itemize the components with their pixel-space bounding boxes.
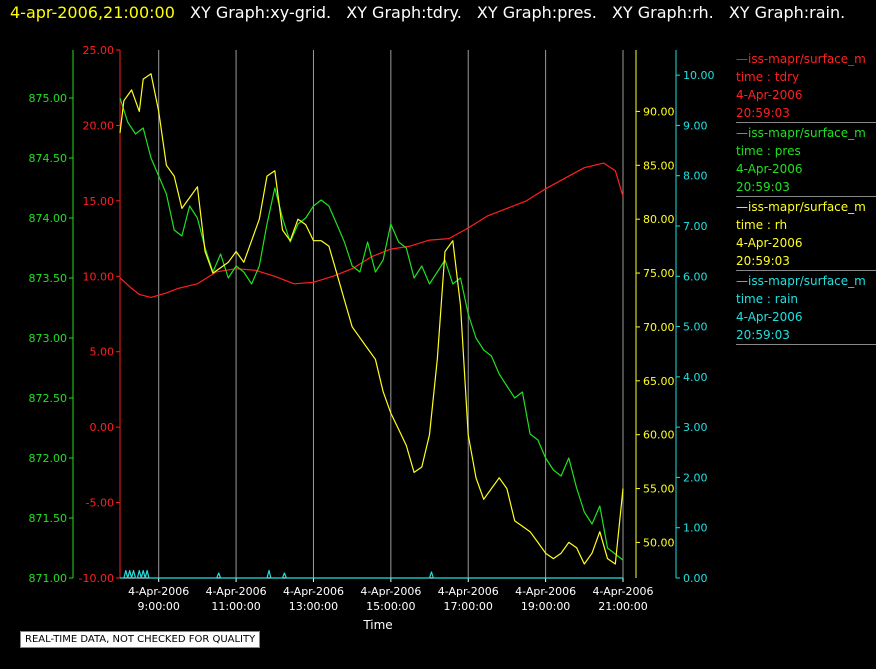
axis-tick-label-tdry: 0.00 [90, 421, 115, 434]
x-tick-label-time: 21:00:00 [598, 600, 647, 613]
x-tick-label-time: 19:00:00 [521, 600, 570, 613]
axis-tick-label-rh: 70.00 [643, 321, 675, 334]
legend-source: —iss-mapr/surface_m [736, 274, 866, 288]
x-tick-label-time: 11:00:00 [211, 600, 260, 613]
axis-tick-label-tdry: 20.00 [83, 119, 115, 132]
legend-time: 20:59:03 [736, 180, 790, 194]
legend-source: —iss-mapr/surface_m [736, 126, 866, 140]
axis-tick-label-pres: 872.50 [29, 392, 68, 405]
axis-tick-label-rh: 60.00 [643, 429, 675, 442]
x-tick-label-time: 9:00:00 [137, 600, 179, 613]
series-line-rain [120, 569, 623, 579]
x-tick-label-date: 4-Apr-2006 [438, 585, 499, 598]
legend-time: 20:59:03 [736, 106, 790, 120]
x-tick-label-date: 4-Apr-2006 [592, 585, 653, 598]
x-tick-label-date: 4-Apr-2006 [283, 585, 344, 598]
axis-tick-label-tdry: -10.00 [79, 572, 114, 585]
axis-tick-label-rain: 8.00 [683, 170, 708, 183]
axis-tick-label-rain: 3.00 [683, 421, 708, 434]
axis-tick-label-rain: 2.00 [683, 471, 708, 484]
legend-time: 20:59:03 [736, 254, 790, 268]
axis-tick-label-rain: 4.00 [683, 371, 708, 384]
header-title-pres: XY Graph:pres. [476, 3, 597, 22]
axis-tick-label-rain: 10.00 [683, 69, 715, 82]
axis-tick-label-pres: 873.00 [29, 332, 68, 345]
axis-tick-label-rh: 65.00 [643, 375, 675, 388]
axis-tick-label-rain: 9.00 [683, 119, 708, 132]
x-tick-label-date: 4-Apr-2006 [206, 585, 267, 598]
header-title-rain: XY Graph:rain. [728, 3, 846, 22]
series-line-pres [119, 97, 624, 561]
axis-tick-label-tdry: -5.00 [86, 497, 114, 510]
legend-entry-rh[interactable]: —iss-mapr/surface_m time : rh 4-Apr-2006… [736, 198, 876, 271]
legend-date: 4-Apr-2006 [736, 310, 803, 324]
x-tick-label-time: 15:00:00 [366, 600, 415, 613]
header-title-tdry: XY Graph:tdry. [346, 3, 462, 22]
x-tick-label-date: 4-Apr-2006 [515, 585, 576, 598]
axis-tick-label-tdry: 25.00 [83, 44, 115, 57]
legend: —iss-mapr/surface_m time : tdry 4-Apr-20… [736, 50, 876, 346]
axis-tick-label-rh: 85.00 [643, 159, 675, 172]
legend-var: time : rain [736, 292, 799, 306]
axis-tick-label-rain: 5.00 [683, 321, 708, 334]
axis-tick-label-pres: 871.00 [29, 572, 68, 585]
x-tick-label-time: 17:00:00 [444, 600, 493, 613]
quality-note: REAL-TIME DATA, NOT CHECKED FOR QUALITY [20, 631, 261, 648]
axis-tick-label-rain: 1.00 [683, 522, 708, 535]
x-tick-label-date: 4-Apr-2006 [360, 585, 421, 598]
axis-tick-label-pres: 874.00 [29, 212, 68, 225]
axis-tick-label-pres: 875.00 [29, 92, 68, 105]
legend-var: time : tdry [736, 70, 800, 84]
axis-tick-label-tdry: 5.00 [90, 346, 115, 359]
legend-date: 4-Apr-2006 [736, 88, 803, 102]
axis-tick-label-rh: 90.00 [643, 105, 675, 118]
chart-header: 4-apr-2006,21:00:00 XY Graph:xy-grid. XY… [10, 3, 845, 22]
series-line-rh [119, 73, 624, 565]
header-date: 4-apr-2006,21:00:00 [10, 3, 175, 22]
legend-var: time : rh [736, 218, 788, 232]
axis-tick-label-pres: 872.00 [29, 452, 68, 465]
axis-tick-label-rain: 0.00 [683, 572, 708, 585]
legend-date: 4-Apr-2006 [736, 162, 803, 176]
header-title-xy-grid: XY Graph:xy-grid. [190, 3, 332, 22]
axis-tick-label-pres: 871.50 [29, 512, 68, 525]
legend-time: 20:59:03 [736, 328, 790, 342]
axis-tick-label-pres: 873.50 [29, 272, 68, 285]
axis-tick-label-rain: 6.00 [683, 270, 708, 283]
legend-source: —iss-mapr/surface_m [736, 200, 866, 214]
legend-entry-rain[interactable]: —iss-mapr/surface_m time : rain 4-Apr-20… [736, 272, 876, 345]
x-tick-label-time: 13:00:00 [289, 600, 338, 613]
axis-tick-label-rh: 50.00 [643, 536, 675, 549]
header-title-rh: XY Graph:rh. [611, 3, 714, 22]
axis-tick-label-tdry: 15.00 [83, 195, 115, 208]
axis-tick-label-pres: 874.50 [29, 152, 68, 165]
legend-var: time : pres [736, 144, 801, 158]
axis-tick-label-tdry: 10.00 [83, 270, 115, 283]
legend-date: 4-Apr-2006 [736, 236, 803, 250]
axis-tick-label-rh: 75.00 [643, 267, 675, 280]
x-axis-title: Time [362, 618, 392, 632]
axis-tick-label-rain: 7.00 [683, 220, 708, 233]
legend-entry-tdry[interactable]: —iss-mapr/surface_m time : tdry 4-Apr-20… [736, 50, 876, 123]
legend-source: —iss-mapr/surface_m [736, 52, 866, 66]
axis-tick-label-rh: 80.00 [643, 213, 675, 226]
axis-tick-label-rh: 55.00 [643, 483, 675, 496]
x-tick-label-date: 4-Apr-2006 [128, 585, 189, 598]
legend-entry-pres[interactable]: —iss-mapr/surface_m time : pres 4-Apr-20… [736, 124, 876, 197]
series-line-tdry [119, 162, 624, 298]
